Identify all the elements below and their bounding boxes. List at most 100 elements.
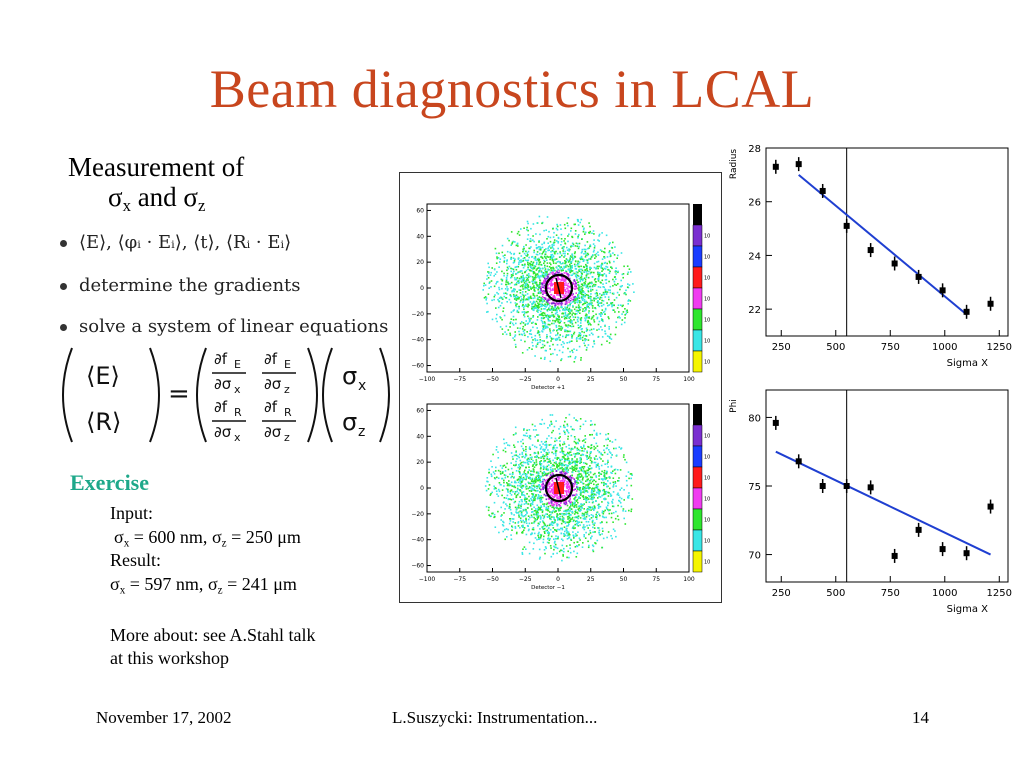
data-point — [939, 287, 946, 294]
svg-text:∂σ: ∂σ — [264, 375, 282, 393]
heatmap-ytick: 60 — [416, 207, 424, 214]
bullet-dot-icon — [60, 239, 67, 247]
data-point — [772, 419, 779, 426]
colorbar-swatch — [692, 529, 703, 552]
data-point — [819, 187, 826, 194]
heatmap-xtick: −75 — [453, 576, 466, 583]
svg-text:z: z — [358, 424, 365, 440]
data-point — [915, 526, 922, 533]
colorbar-tick: 10 — [704, 297, 710, 303]
measurement-line1: Measurement of — [68, 152, 245, 182]
colorbar-tick: 10 — [704, 560, 710, 566]
data-point — [915, 273, 922, 280]
heatmap-ytick: −20 — [411, 311, 424, 318]
data-point — [987, 503, 994, 510]
heatmap-ytick: 20 — [416, 259, 424, 266]
heatmap-ytick: 40 — [416, 233, 424, 240]
heatmap-xtick: 75 — [652, 376, 660, 383]
x-tick-label: 1000 — [932, 342, 957, 353]
data-point — [891, 260, 898, 267]
heatmap-ytick: −20 — [411, 511, 424, 518]
data-point — [867, 484, 874, 491]
data-point — [795, 161, 802, 168]
exercise-more-line2: at this workshop — [110, 648, 229, 668]
colorbar-tick: 10 — [704, 318, 710, 324]
x-tick-label: 250 — [772, 342, 791, 353]
svg-text:∂f: ∂f — [264, 398, 278, 416]
colorbar-swatch — [692, 350, 703, 373]
svg-text:∂σ: ∂σ — [214, 423, 232, 441]
heatmap-xtick: −25 — [519, 576, 532, 583]
heatmap-xtick: −50 — [486, 376, 499, 383]
exercise-result-label: Result: — [110, 550, 162, 570]
data-point — [963, 550, 970, 557]
beam-circle — [544, 273, 574, 303]
colorbar-swatch — [692, 329, 703, 352]
colorbar-tick: 10 — [704, 255, 710, 261]
data-point — [843, 483, 850, 489]
data-point — [891, 552, 898, 559]
heatmap-xtick: 100 — [683, 376, 695, 383]
heatmap-xtick: −25 — [519, 376, 532, 383]
x-tick-label: 1250 — [987, 588, 1012, 599]
x-tick-label: 500 — [826, 342, 845, 353]
lhs-E: ⟨E⟩ — [86, 362, 120, 390]
bullet-dot-icon — [60, 282, 67, 290]
colorbar-swatch — [692, 487, 703, 510]
svg-text:σ: σ — [342, 408, 357, 436]
heatmap-ytick: −60 — [411, 363, 424, 370]
matrix-equation: ⟨E⟩ ⟨R⟩ = ∂f E ∂σ x ∂f E ∂σ z ∂f R ∂σ x ∂f R ∂σ… — [62, 347, 390, 444]
heatmap-ytick: −40 — [411, 337, 424, 344]
svg-text:∂σ: ∂σ — [264, 423, 282, 441]
data-point — [819, 483, 826, 489]
colorbar-tick: 10 — [704, 518, 710, 524]
colorbar-swatch — [692, 287, 703, 310]
exercise-more-line1: More about: see A.Stahl talk — [110, 625, 316, 645]
svg-text:∂σ: ∂σ — [214, 375, 232, 393]
slide-title: Beam diagnostics in LCAL — [209, 59, 815, 119]
colorbar-swatch — [692, 308, 703, 331]
colorbar-tick: 10 — [704, 455, 710, 461]
y-tick-label: 22 — [748, 305, 761, 316]
y-tick-label: 24 — [748, 251, 761, 262]
x-tick-label: 250 — [772, 588, 791, 599]
footer-author: L.Suszycki: Instrumentation... — [392, 708, 598, 727]
data-point — [939, 546, 946, 553]
footer-page-number: 14 — [912, 708, 929, 727]
data-point — [772, 163, 779, 170]
heatmap-ytick: 20 — [416, 459, 424, 466]
bullet-item: determine the gradients — [60, 275, 301, 296]
data-point — [987, 300, 994, 307]
heatmap-xtick: 100 — [683, 576, 695, 583]
footer-date: November 17, 2002 — [96, 708, 232, 727]
heatmap-xlabel: Detector −1 — [531, 585, 565, 591]
svg-text:∂f: ∂f — [264, 350, 278, 368]
x-axis-label: Sigma X — [947, 358, 989, 369]
fit-line — [798, 174, 968, 316]
heatmap-xlabel: Detector +1 — [531, 385, 565, 391]
y-tick-label: 80 — [748, 413, 761, 424]
x-axis-label: Sigma X — [947, 604, 989, 615]
svg-text:z: z — [284, 431, 290, 444]
heatmap-xtick: 75 — [652, 576, 660, 583]
y-axis-label: Phi — [729, 399, 739, 413]
heatmap-xtick: 0 — [556, 576, 560, 583]
colorbar-swatch — [692, 466, 703, 489]
exercise-input-values: σx = 600 nm, σz = 250 μm — [114, 527, 301, 550]
colorbar-swatch — [692, 424, 703, 447]
heatmap-xtick: 50 — [620, 576, 628, 583]
svg-text:R: R — [234, 406, 242, 419]
y-tick-label: 26 — [748, 198, 761, 209]
heatmap-ytick: −60 — [411, 563, 424, 570]
heatmap-xtick: −50 — [486, 576, 499, 583]
heatmap-panel-1: −100 −75 −50 −25 0 25 50 75 100 60 40 20 0 −20 −40 −60 D… — [411, 203, 710, 391]
x-tick-label: 750 — [881, 342, 900, 353]
y-axis-label: Radius — [729, 149, 739, 179]
detector-heatmaps-figure: −100 −75 −50 −25 0 25 50 75 1006040200−20−40−60D… — [399, 172, 722, 603]
x-tick-label: 1250 — [987, 342, 1012, 353]
colorbar-tick: 10 — [704, 539, 710, 545]
exercise-result-values: σx = 597 nm, σz = 241 μm — [110, 574, 297, 597]
colorbar-swatch — [692, 245, 703, 268]
svg-text:x: x — [234, 431, 241, 444]
data-point — [963, 308, 970, 315]
